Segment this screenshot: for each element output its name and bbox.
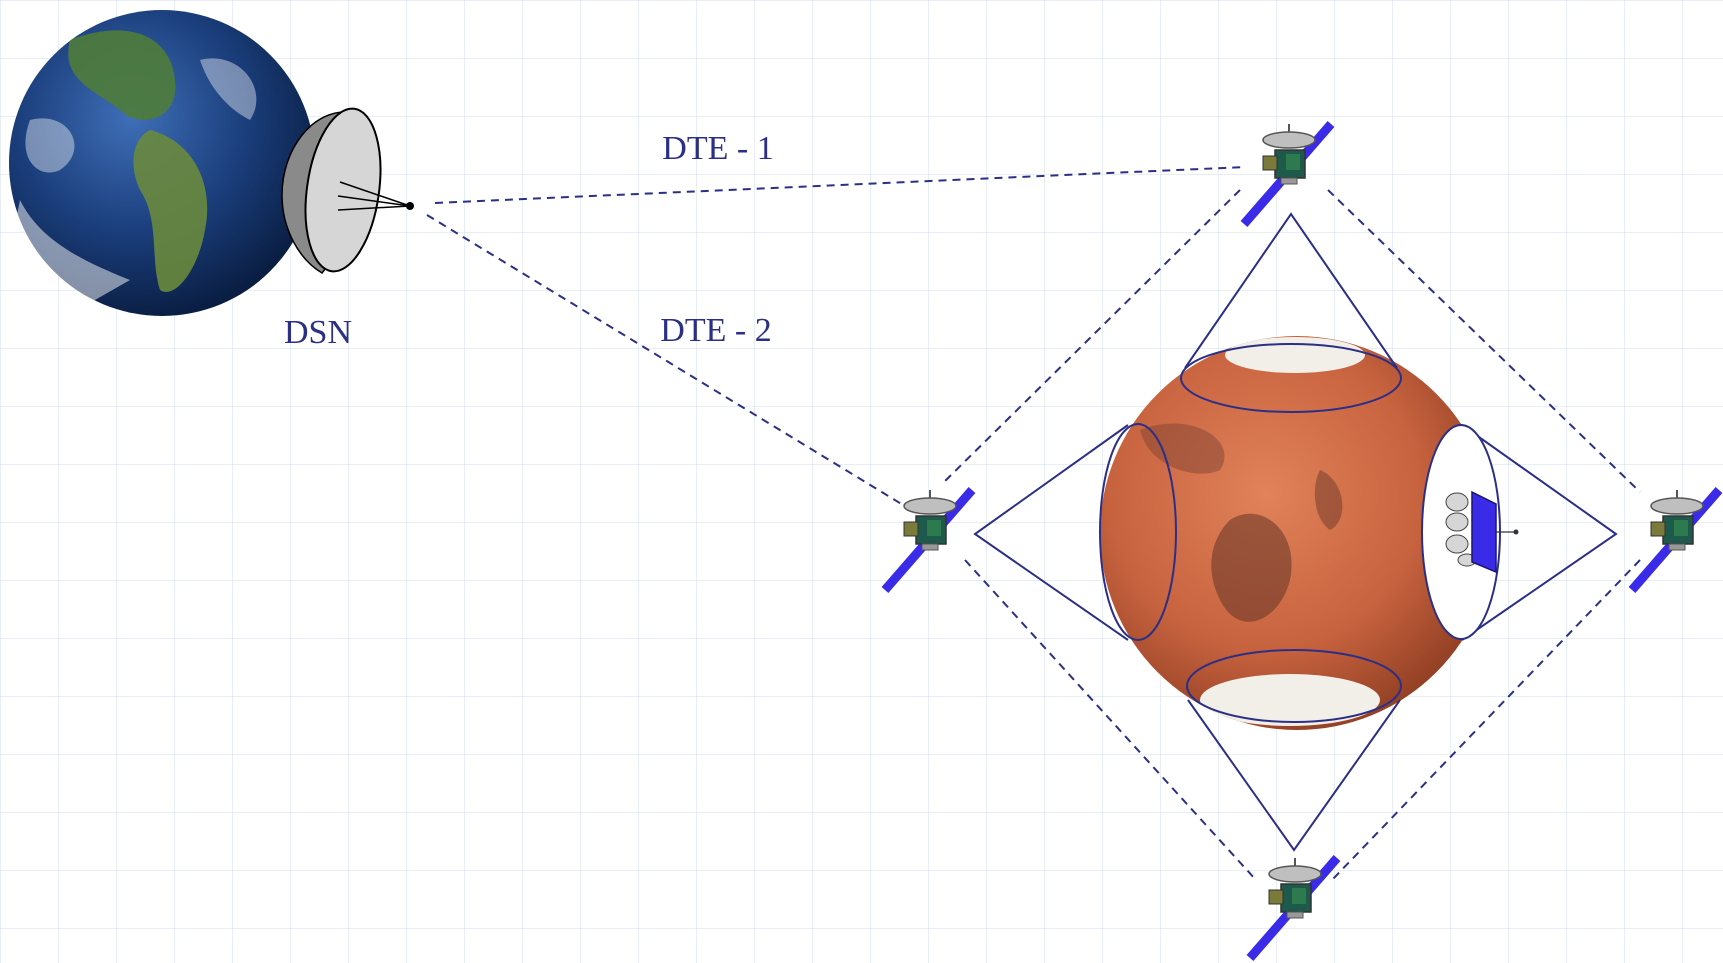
mars-icon [1100, 336, 1494, 730]
satellite-icon [885, 490, 972, 590]
satellite-icon [1244, 124, 1331, 224]
coverage-cones [973, 212, 1618, 852]
dte-1-link [434, 166, 1246, 204]
lander-icon [1445, 490, 1519, 574]
crosslinks [941, 189, 1641, 881]
earth-icon [9, 10, 315, 316]
dte-1-label: DTE - 1 [662, 130, 773, 167]
dte-2-label: DTE - 2 [660, 312, 771, 349]
ground-station-label: DSN [284, 314, 352, 351]
dish-antenna-icon [281, 107, 414, 274]
satellite-icon [1250, 858, 1337, 958]
dte-links [426, 166, 1246, 509]
satellite-icon [1632, 490, 1719, 590]
dte-2-link [426, 214, 909, 509]
